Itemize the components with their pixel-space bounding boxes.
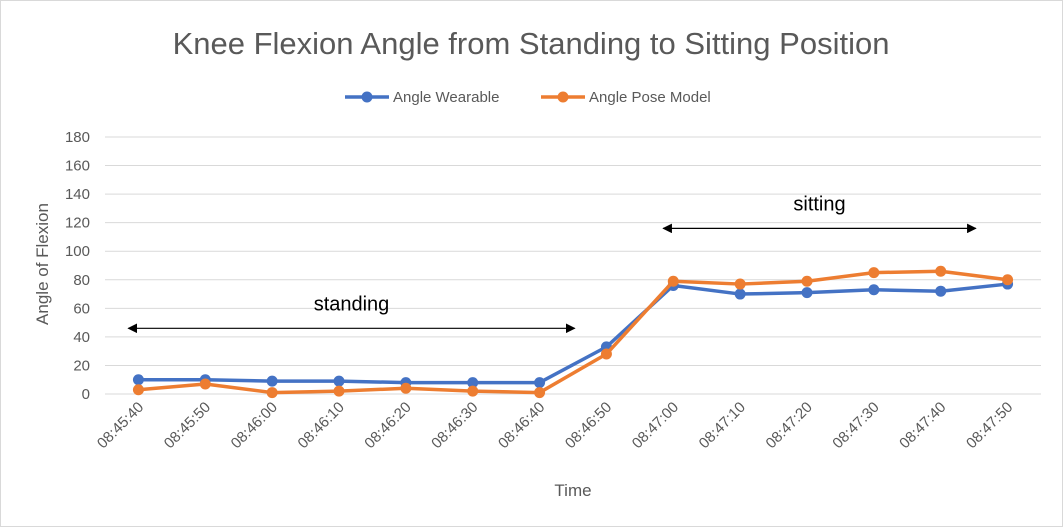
series-layer bbox=[132, 265, 1014, 399]
data-point bbox=[1002, 274, 1014, 286]
y-tick-label: 60 bbox=[73, 300, 90, 317]
x-tick-label: 08:46:30 bbox=[428, 399, 481, 452]
x-tick-label: 08:47:40 bbox=[896, 399, 949, 452]
annotation-standing: standing bbox=[127, 293, 576, 334]
data-point bbox=[734, 288, 746, 300]
data-point bbox=[333, 385, 345, 397]
data-point bbox=[534, 377, 546, 389]
data-point bbox=[868, 267, 880, 279]
data-point bbox=[199, 378, 211, 390]
legend-label: Angle Pose Model bbox=[589, 89, 711, 106]
data-point bbox=[935, 265, 947, 277]
x-tick-label: 08:46:40 bbox=[495, 399, 548, 452]
annotation-layer: standing sitting bbox=[127, 193, 977, 334]
legend-marker bbox=[557, 91, 569, 103]
series-1 bbox=[132, 278, 1014, 389]
x-tick-label: 08:47:30 bbox=[829, 399, 882, 452]
data-point bbox=[600, 348, 612, 360]
x-tick-label: 08:46:50 bbox=[562, 399, 615, 452]
data-point bbox=[534, 387, 546, 399]
data-point bbox=[734, 278, 746, 290]
data-point bbox=[868, 284, 880, 296]
legend-marker bbox=[361, 91, 373, 103]
data-point bbox=[266, 387, 278, 399]
x-axis-label: Time bbox=[554, 481, 591, 500]
x-tick-label: 08:47:10 bbox=[696, 399, 749, 452]
series-2 bbox=[132, 265, 1014, 399]
y-tick-label: 140 bbox=[65, 186, 90, 203]
x-tick-label: 08:46:00 bbox=[228, 399, 281, 452]
x-tick-label: 08:46:20 bbox=[361, 399, 414, 452]
data-point bbox=[467, 377, 479, 389]
y-tick-label: 40 bbox=[73, 329, 90, 346]
annotation-label: sitting bbox=[793, 193, 845, 215]
x-tick-label: 08:47:50 bbox=[963, 399, 1016, 452]
y-tick-label: 120 bbox=[65, 215, 90, 232]
data-point bbox=[132, 384, 144, 396]
y-tick-label: 100 bbox=[65, 243, 90, 260]
legend-label: Angle Wearable bbox=[393, 89, 499, 106]
legend: Angle Wearable Angle Pose Model bbox=[345, 89, 711, 106]
series-line bbox=[136, 269, 1010, 395]
x-axis-ticks: 08:45:40 08:45:50 08:46:00 08:46:10 08:46:20… bbox=[94, 399, 1016, 452]
x-tick-label: 08:46:10 bbox=[295, 399, 348, 452]
data-point bbox=[467, 385, 479, 397]
y-tick-label: 180 bbox=[65, 129, 90, 146]
x-tick-label: 08:45:50 bbox=[161, 399, 214, 452]
gridlines bbox=[105, 136, 1041, 395]
chart-title: Knee Flexion Angle from Standing to Sitt… bbox=[173, 26, 890, 61]
series-line bbox=[136, 282, 1010, 385]
y-axis-ticks: 0 20 40 60 80 100 120 140 160 180 bbox=[65, 129, 90, 403]
x-tick-label: 08:45:40 bbox=[94, 399, 147, 452]
y-tick-label: 80 bbox=[73, 272, 90, 289]
data-point bbox=[132, 374, 144, 386]
data-point bbox=[935, 285, 947, 297]
data-point bbox=[667, 275, 679, 287]
annotation-sitting: sitting bbox=[662, 193, 977, 234]
data-point bbox=[801, 287, 813, 299]
y-axis-label: Angle of Flexion bbox=[33, 203, 52, 325]
y-tick-label: 0 bbox=[82, 386, 90, 403]
data-point bbox=[400, 382, 412, 394]
y-tick-label: 160 bbox=[65, 158, 90, 175]
x-tick-label: 08:47:00 bbox=[629, 399, 682, 452]
x-tick-label: 08:47:20 bbox=[763, 399, 816, 452]
annotation-label: standing bbox=[314, 293, 390, 315]
data-point bbox=[266, 375, 278, 387]
y-tick-label: 20 bbox=[73, 357, 90, 374]
data-point bbox=[801, 275, 813, 287]
data-point bbox=[333, 375, 345, 387]
